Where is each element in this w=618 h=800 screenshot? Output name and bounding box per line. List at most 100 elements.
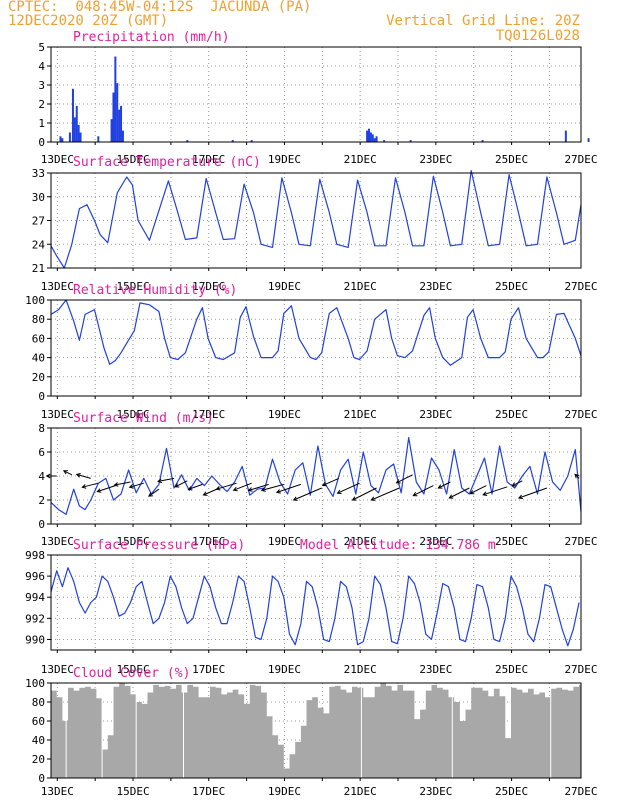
wind-arrow-head xyxy=(275,489,281,494)
wind-arrow xyxy=(233,482,252,491)
wind-arrow-head xyxy=(45,473,51,479)
y-tick-label: 27 xyxy=(32,215,45,228)
precip-bar xyxy=(110,119,113,142)
wind-arrow-head xyxy=(511,482,517,487)
x-tick-label: 27DEC xyxy=(564,663,597,676)
x-tick-label: 27DEC xyxy=(564,408,597,421)
precip-bar xyxy=(368,128,370,142)
y-tick-label: 21 xyxy=(32,262,45,275)
wind-arrow-head xyxy=(113,482,119,487)
panel-title: Surface Wind (m/s) xyxy=(73,411,214,426)
precip-bar xyxy=(97,136,100,142)
precip-bar xyxy=(73,117,76,142)
y-tick-label: 0 xyxy=(38,772,45,785)
wind-arrow xyxy=(293,487,322,501)
x-tick-label: 27DEC xyxy=(564,153,597,166)
panel-frame xyxy=(50,46,582,143)
x-tick-label: 21DEC xyxy=(344,535,377,548)
wind-arrow xyxy=(337,482,360,494)
x-tick-label: 15DEC xyxy=(116,535,149,548)
y-tick-label: 2 xyxy=(38,494,45,507)
x-tick-label: 19DEC xyxy=(268,153,301,166)
x-tick-label: 13DEC xyxy=(41,785,74,798)
wind-arrow-head xyxy=(469,490,475,495)
y-tick-label: 80 xyxy=(32,696,45,709)
wind-arrow xyxy=(396,474,413,484)
x-tick-label: 13DEC xyxy=(41,663,74,676)
y-tick-label: 24 xyxy=(32,238,46,251)
wind-arrow-head xyxy=(412,492,418,497)
precip-bar xyxy=(375,136,378,142)
x-tick-label: 15DEC xyxy=(116,663,149,676)
precip-bar xyxy=(79,132,82,142)
wind-arrow-head xyxy=(174,483,180,488)
y-tick-label: 990 xyxy=(25,633,45,646)
y-tick-label: 8 xyxy=(38,422,45,435)
precip-bar xyxy=(587,138,590,142)
wind-arrow xyxy=(413,485,434,497)
humidity-line xyxy=(50,299,582,366)
y-tick-label: 60 xyxy=(32,715,45,728)
x-tick-label: 25DEC xyxy=(495,408,528,421)
header-grid-line: Vertical Grid Line: 20Z xyxy=(386,13,580,29)
wind-arrow xyxy=(276,483,302,493)
y-tick-label: 80 xyxy=(32,313,45,326)
wind-arrow xyxy=(322,477,339,486)
wind-arrow-head xyxy=(128,484,134,489)
x-tick-label: 21DEC xyxy=(344,663,377,676)
x-tick-label: 25DEC xyxy=(495,280,528,293)
precip-bar xyxy=(118,109,121,142)
x-tick-label: 25DEC xyxy=(495,785,528,798)
x-tick-label: 23DEC xyxy=(419,280,452,293)
y-tick-label: 20 xyxy=(32,371,45,384)
y-tick-label: 0 xyxy=(38,390,45,403)
wind-line xyxy=(50,437,582,515)
y-tick-label: 60 xyxy=(32,332,45,345)
x-tick-label: 19DEC xyxy=(268,280,301,293)
y-tick-label: 2 xyxy=(38,98,45,111)
x-tick-label: 17DEC xyxy=(192,280,225,293)
wind-arrow xyxy=(371,487,400,501)
x-tick-label: 19DEC xyxy=(268,408,301,421)
y-tick-label: 5 xyxy=(38,41,45,54)
wind-arrow-head xyxy=(437,484,443,489)
x-tick-label: 21DEC xyxy=(344,153,377,166)
wind-arrow xyxy=(438,481,451,489)
precip-bar xyxy=(120,105,123,142)
wind-arrow-head xyxy=(215,486,221,491)
x-tick-label: 23DEC xyxy=(419,663,452,676)
wind-arrow xyxy=(352,487,377,501)
y-tick-label: 992 xyxy=(25,612,45,625)
x-tick-label: 21DEC xyxy=(344,785,377,798)
precip-bar xyxy=(186,140,189,142)
wind-arrow xyxy=(261,483,284,491)
x-tick-label: 13DEC xyxy=(41,408,74,421)
y-tick-label: 40 xyxy=(32,734,45,747)
precip-bar xyxy=(114,56,117,142)
wind-arrow-head xyxy=(247,487,253,492)
wind-arrow-head xyxy=(148,492,153,497)
x-tick-label: 27DEC xyxy=(564,785,597,798)
x-tick-label: 13DEC xyxy=(41,153,74,166)
wind-arrow-head xyxy=(448,494,454,499)
x-tick-label: 17DEC xyxy=(192,663,225,676)
wind-arrow-head xyxy=(260,487,266,492)
wind-arrow-head xyxy=(157,478,162,484)
y-tick-label: 0 xyxy=(38,518,45,531)
x-tick-label: 19DEC xyxy=(268,535,301,548)
x-tick-label: 25DEC xyxy=(495,663,528,676)
x-tick-label: 15DEC xyxy=(116,785,149,798)
wind-arrow xyxy=(188,483,203,490)
x-tick-label: 13DEC xyxy=(41,535,74,548)
wind-arrow xyxy=(76,473,91,479)
y-tick-label: 20 xyxy=(32,753,45,766)
precip-bar xyxy=(371,134,374,142)
wind-arrow-head xyxy=(62,470,68,475)
y-tick-label: 4 xyxy=(38,470,45,483)
model-altitude: Model Altitude: 134.786 m xyxy=(300,538,496,553)
y-tick-label: 998 xyxy=(25,549,45,562)
wind-arrow-head xyxy=(482,491,488,497)
x-tick-label: 23DEC xyxy=(419,153,452,166)
y-tick-label: 996 xyxy=(25,570,45,583)
precip-bar xyxy=(373,138,376,142)
